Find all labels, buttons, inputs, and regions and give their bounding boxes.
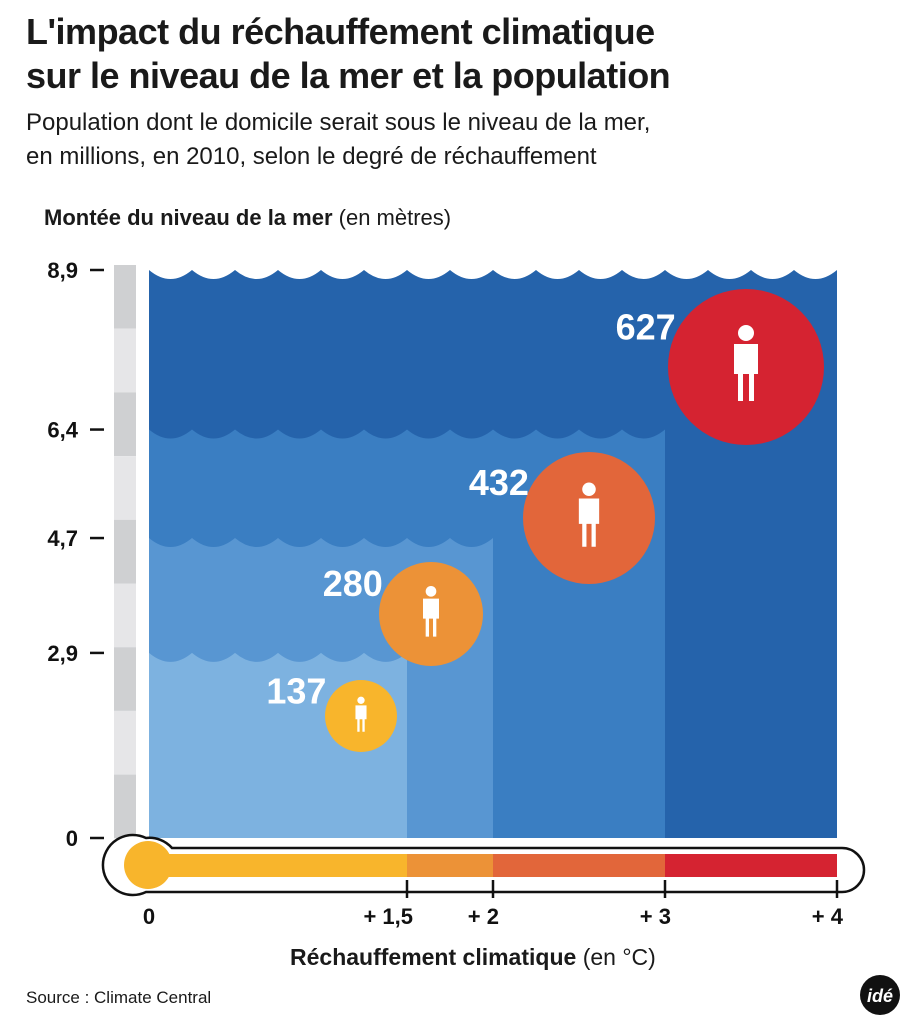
person-icon xyxy=(357,696,365,704)
thermometer-segment-280 xyxy=(407,854,493,877)
y-axis-label: Montée du niveau de la mer (en mètres) xyxy=(44,205,451,231)
logo-text: idé xyxy=(867,986,893,1006)
population-label-280: 280 xyxy=(323,563,383,604)
thermometer-segment-137 xyxy=(149,854,407,877)
source-note: Source : Climate Central xyxy=(26,988,212,1007)
y-axis-unit: (en mètres) xyxy=(338,205,452,230)
x-axis-label-bold: Réchauffement climatique xyxy=(290,944,577,970)
ruler-segment xyxy=(114,519,136,584)
population-label-627: 627 xyxy=(616,307,676,348)
population-label-137: 137 xyxy=(266,670,326,711)
title-line-1: L'impact du réchauffement climatique xyxy=(26,11,655,52)
person-icon xyxy=(578,498,600,547)
x-tick-label: + 3 xyxy=(640,904,671,929)
chart-subtitle: Population dont le domicile serait sous … xyxy=(26,106,650,174)
y-tick-label: 8,9 xyxy=(47,258,78,283)
ruler-segment xyxy=(114,774,136,839)
person-icon xyxy=(423,598,439,637)
population-label-432: 432 xyxy=(469,462,529,503)
y-tick-label: 2,9 xyxy=(47,641,78,666)
ruler-segment xyxy=(114,392,136,457)
x-axis-unit: (en °C) xyxy=(582,944,656,970)
ruler-segment xyxy=(114,647,136,711)
y-tick-label: 0 xyxy=(66,826,78,851)
chart-title: L'impact du réchauffement climatique sur … xyxy=(26,10,671,98)
person-icon xyxy=(738,325,754,341)
logo-ide xyxy=(860,975,900,1015)
x-tick-label: + 4 xyxy=(812,904,844,929)
thermometer-segment-627 xyxy=(665,854,837,877)
thermometer-segment-432 xyxy=(493,854,665,877)
ruler-segment xyxy=(114,328,136,393)
y-tick-label: 4,7 xyxy=(47,526,78,551)
x-tick-label: + 2 xyxy=(468,904,499,929)
person-icon xyxy=(355,705,367,732)
title-line-2: sur le niveau de la mer et la population xyxy=(26,55,671,96)
ruler-segment xyxy=(114,456,136,520)
ruler-segment xyxy=(114,583,136,648)
person-icon xyxy=(425,586,437,597)
subtitle-line-2: en millions, en 2010, selon le degré de … xyxy=(26,143,597,170)
subtitle-line-1: Population dont le domicile serait sous … xyxy=(26,109,651,136)
x-tick-label: 0 xyxy=(143,904,155,929)
person-icon xyxy=(582,482,596,496)
x-axis-label: Réchauffement climatique (en °C) xyxy=(290,944,656,971)
ruler-segment xyxy=(114,265,136,329)
x-tick-label: + 1,5 xyxy=(363,904,413,929)
y-tick-label: 6,4 xyxy=(47,418,78,443)
ruler-segment xyxy=(114,710,136,775)
y-axis-label-bold: Montée du niveau de la mer xyxy=(44,205,333,230)
person-icon xyxy=(734,344,758,401)
